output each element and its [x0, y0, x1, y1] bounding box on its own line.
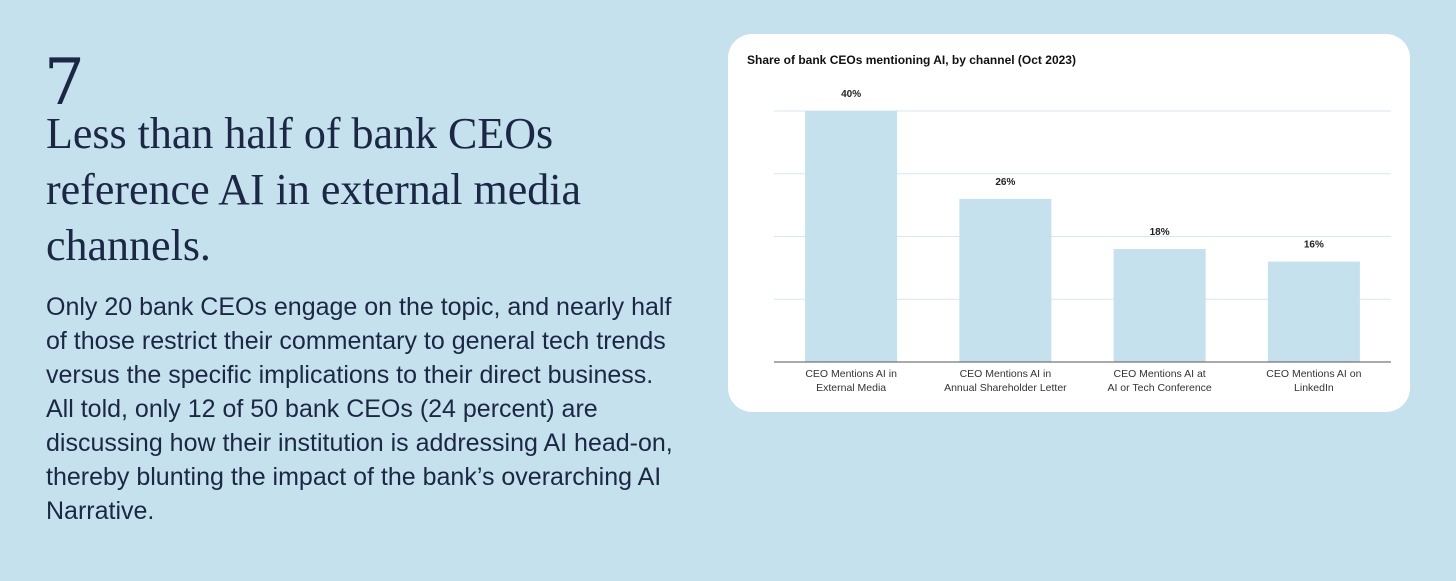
slide-body-text: Only 20 bank CEOs engage on the topic, a…	[46, 293, 673, 525]
chart-bar	[1267, 261, 1360, 362]
slide-headline: Less than half of bank CEOs reference AI…	[46, 109, 582, 270]
chart-category-label: CEO Mentions AI at	[1114, 368, 1206, 380]
bar-chart: Share of bank CEOs mentioning AI, by cha…	[747, 53, 1391, 394]
chart-bar	[959, 198, 1052, 362]
chart-bar	[1113, 249, 1206, 362]
chart-title: Share of bank CEOs mentioning AI, by cha…	[747, 53, 1076, 67]
chart-bar	[805, 111, 898, 362]
chart-category-label: CEO Mentions AI in	[960, 368, 1052, 380]
chart-bars	[805, 111, 1360, 362]
chart-category-label: CEO Mentions AI in	[805, 368, 897, 380]
chart-category-label: External Media	[816, 382, 886, 394]
chart-category-label: AI or Tech Conference	[1107, 382, 1211, 394]
chart-data-label: 40%	[841, 89, 861, 100]
chart-data-label: 26%	[995, 177, 1015, 188]
chart-data-label: 18%	[1150, 227, 1170, 238]
chart-data-labels: 40% 26% 18% 16%	[841, 89, 1324, 251]
chart-category-labels: CEO Mentions AI in External Media CEO Ment…	[805, 368, 1361, 394]
chart-category-label: Annual Shareholder Letter	[944, 382, 1067, 394]
slide-number: 7	[44, 46, 85, 120]
chart-category-label: CEO Mentions AI on	[1266, 368, 1361, 380]
chart-data-label: 16%	[1304, 240, 1324, 251]
chart-card: Share of bank CEOs mentioning AI, by cha…	[728, 34, 1410, 412]
chart-category-label: LinkedIn	[1294, 382, 1334, 394]
